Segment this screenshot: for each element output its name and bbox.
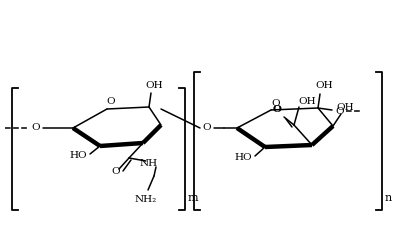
- Text: NH₂: NH₂: [135, 195, 157, 204]
- Text: OH: OH: [315, 81, 333, 91]
- Text: NH: NH: [140, 159, 158, 167]
- Text: OH: OH: [298, 98, 316, 106]
- Text: HO: HO: [234, 153, 252, 163]
- Text: O: O: [112, 167, 120, 176]
- Text: OH: OH: [336, 103, 354, 112]
- Text: O: O: [107, 98, 115, 106]
- Text: m: m: [188, 193, 199, 203]
- Text: O: O: [31, 123, 40, 132]
- Text: OH: OH: [145, 81, 163, 91]
- Text: O: O: [272, 100, 280, 109]
- Text: HO: HO: [69, 152, 87, 161]
- Text: O: O: [336, 106, 344, 115]
- Text: O: O: [272, 105, 281, 114]
- Text: O: O: [203, 123, 211, 132]
- Text: n: n: [385, 193, 392, 203]
